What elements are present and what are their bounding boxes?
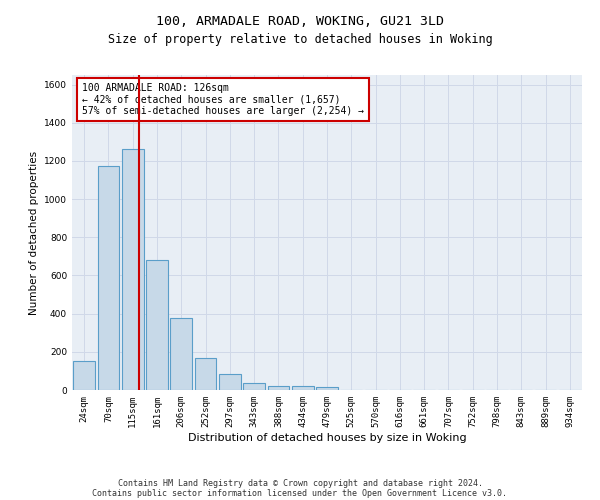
Bar: [268, 386, 289, 390]
Text: 100, ARMADALE ROAD, WOKING, GU21 3LD: 100, ARMADALE ROAD, WOKING, GU21 3LD: [156, 15, 444, 28]
Text: Contains HM Land Registry data © Crown copyright and database right 2024.: Contains HM Land Registry data © Crown c…: [118, 478, 482, 488]
Bar: [292, 386, 314, 390]
X-axis label: Distribution of detached houses by size in Woking: Distribution of detached houses by size …: [188, 432, 466, 442]
Bar: [170, 318, 192, 390]
Text: Size of property relative to detached houses in Woking: Size of property relative to detached ho…: [107, 32, 493, 46]
Bar: [194, 358, 217, 390]
Bar: [219, 374, 241, 390]
Text: Contains public sector information licensed under the Open Government Licence v3: Contains public sector information licen…: [92, 488, 508, 498]
Bar: [97, 166, 119, 390]
Bar: [243, 382, 265, 390]
Bar: [146, 260, 168, 390]
Y-axis label: Number of detached properties: Number of detached properties: [29, 150, 38, 314]
Bar: [316, 387, 338, 390]
Bar: [73, 362, 95, 390]
Bar: [122, 148, 143, 390]
Text: 100 ARMADALE ROAD: 126sqm
← 42% of detached houses are smaller (1,657)
57% of se: 100 ARMADALE ROAD: 126sqm ← 42% of detac…: [82, 83, 364, 116]
